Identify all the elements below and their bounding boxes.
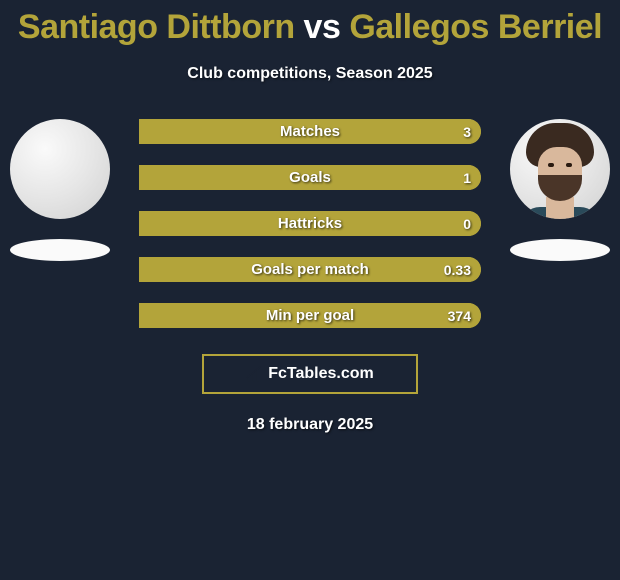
stat-value-right: 0 <box>463 216 471 232</box>
stat-value-right: 374 <box>448 308 471 324</box>
player1-name: Santiago Dittborn <box>18 8 295 46</box>
stat-label: Matches <box>280 123 340 140</box>
player1-avatar-col <box>10 119 110 261</box>
content-area: Matches 3 Goals 1 Hattricks 0 Goals per match 0… <box>0 119 620 328</box>
subtitle: Club competitions, Season 2025 <box>0 65 620 83</box>
bar-chart-icon <box>246 365 264 383</box>
brand-box: FcTables.com <box>202 354 418 394</box>
comparison-title: Santiago Dittborn vs Gallegos Berriel <box>0 0 620 47</box>
stat-label: Min per goal <box>266 307 354 324</box>
footer-date: 18 february 2025 <box>0 416 620 434</box>
stat-label: Goals per match <box>251 261 369 278</box>
stat-bar: Goals 1 <box>139 165 481 190</box>
stat-bars: Matches 3 Goals 1 Hattricks 0 Goals per match 0… <box>139 119 481 328</box>
player1-shadow <box>10 239 110 261</box>
stat-label: Goals <box>289 169 331 186</box>
brand-text: FcTables.com <box>268 365 374 383</box>
stat-value-right: 1 <box>463 170 471 186</box>
player2-avatar <box>510 119 610 219</box>
stat-value-right: 3 <box>463 124 471 140</box>
stat-bar: Min per goal 374 <box>139 303 481 328</box>
player2-name: Gallegos Berriel <box>349 8 602 46</box>
player2-face-icon <box>510 119 610 219</box>
stat-bar: Matches 3 <box>139 119 481 144</box>
stat-value-right: 0.33 <box>444 262 471 278</box>
player2-shadow <box>510 239 610 261</box>
stat-bar: Hattricks 0 <box>139 211 481 236</box>
player1-avatar <box>10 119 110 219</box>
stat-bar: Goals per match 0.33 <box>139 257 481 282</box>
player2-avatar-col <box>510 119 610 261</box>
vs-label: vs <box>304 8 341 46</box>
stat-label: Hattricks <box>278 215 342 232</box>
